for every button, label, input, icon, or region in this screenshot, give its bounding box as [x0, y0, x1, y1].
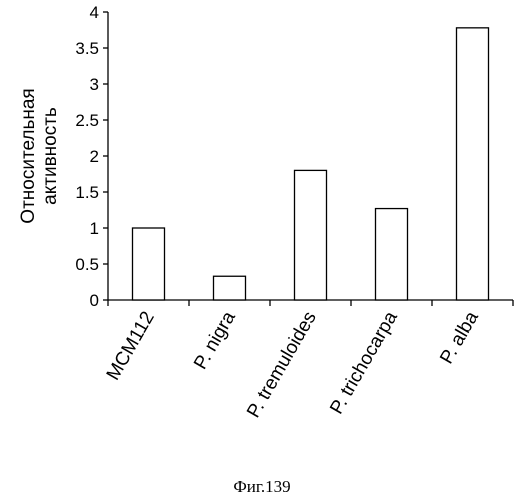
- y-tick-label: 4: [90, 3, 99, 22]
- y-ticks: 0 0.5 1 1.5 2 2.5 3 3.5 4: [75, 3, 108, 310]
- category-label: P. nigra: [190, 308, 240, 373]
- category-label: P. tremuloides: [243, 308, 321, 422]
- y-axis-label-line-2: активность: [40, 107, 61, 205]
- y-tick-label: 0: [90, 291, 99, 310]
- y-tick-label: 1: [90, 219, 99, 238]
- category-label: P. alba: [436, 308, 483, 368]
- figure-caption: Фиг.139: [233, 477, 290, 496]
- bars: [133, 28, 489, 300]
- bar-0: [133, 228, 165, 300]
- category-label: P. trichocarpa: [326, 308, 402, 418]
- y-tick-label: 2.5: [75, 111, 99, 130]
- y-tick-label: 0.5: [75, 255, 99, 274]
- y-axis-label-line-1: Относительная: [18, 88, 39, 223]
- y-tick-label: 2: [90, 147, 99, 166]
- y-tick-label: 1.5: [75, 183, 99, 202]
- y-tick-label: 3.5: [75, 39, 99, 58]
- x-ticks: [108, 300, 513, 306]
- bar-2: [295, 170, 327, 300]
- category-label: MCM112: [103, 308, 159, 384]
- bar-1: [214, 276, 246, 300]
- bar-4: [457, 28, 489, 300]
- y-tick-label: 3: [90, 75, 99, 94]
- bar-3: [376, 209, 408, 300]
- category-labels: MCM112 P. nigraP. tremuloidesP. trichocar…: [103, 308, 483, 422]
